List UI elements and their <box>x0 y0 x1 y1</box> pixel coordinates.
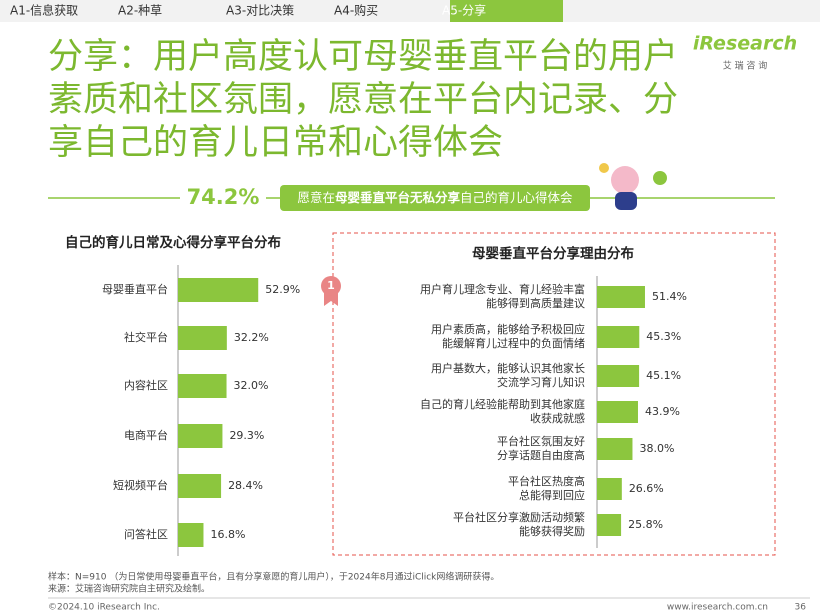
category-label: 母婴垂直平台 <box>102 282 168 296</box>
value-label: 43.9% <box>645 405 680 418</box>
value-label: 45.1% <box>646 369 681 382</box>
highlight-part: 愿意在 <box>297 190 335 205</box>
tab-bar <box>0 0 820 22</box>
highlight-value: 74.2% <box>187 185 260 209</box>
copyright: ©2024.10 iResearch Inc. <box>48 603 160 613</box>
category-line: 总能得到回应 <box>519 488 585 502</box>
value-label: 45.3% <box>646 330 681 343</box>
value-label: 38.0% <box>639 442 674 455</box>
category-label: 社交平台 <box>124 330 168 344</box>
bar <box>178 424 223 448</box>
bar <box>597 401 638 423</box>
category-label: 平台社区热度高总能得到回应 <box>508 474 585 502</box>
category-line: 用户素质高，能够给予积极回应 <box>431 322 585 336</box>
value-label: 32.2% <box>234 331 269 344</box>
logo-sub: 艾 瑞 咨 询 <box>723 60 768 72</box>
category-label: 平台社区氛围友好分享话题自由度高 <box>497 434 585 462</box>
bar <box>178 374 227 398</box>
tab: A1-信息获取 <box>10 3 78 18</box>
category-label: 用户素质高，能够给予积极回应能缓解育儿过程中的负面情绪 <box>431 322 585 350</box>
badge-number: 1 <box>327 279 335 292</box>
category-line: 自己的育儿经验能帮助到其他家庭 <box>420 397 585 411</box>
category-line: 用户育儿理念专业、育儿经验丰富 <box>420 282 585 296</box>
title-line: 享自己的育儿日常和心得体会 <box>48 123 503 163</box>
highlight-text: 愿意在母婴垂直平台无私分享自己的育儿心得体会 <box>297 190 573 205</box>
category-line: 能够得到高质量建议 <box>486 296 585 310</box>
chart-title: 自己的育儿日常及心得分享平台分布 <box>65 234 281 251</box>
category-line: 交流学习育儿知识 <box>497 375 585 389</box>
value-label: 52.9% <box>265 283 300 296</box>
category-label: 问答社区 <box>124 527 168 541</box>
category-line: 用户基数大，能够认识其他家长 <box>431 361 585 375</box>
bar <box>597 438 633 460</box>
tab: A3-对比决策 <box>226 4 294 18</box>
reason-box <box>332 232 776 556</box>
category-line: 收获成就感 <box>530 411 585 425</box>
highlight-pill <box>280 185 590 211</box>
category-line: 能够获得奖励 <box>519 524 585 538</box>
value-label: 26.6% <box>629 482 664 495</box>
bar <box>178 474 222 498</box>
page-number: 36 <box>795 603 807 613</box>
illustration <box>599 163 667 210</box>
category-line: 分享话题自由度高 <box>497 448 585 462</box>
footnote: 来源：艾瑞咨询研究院自主研究及绘制。 <box>48 583 210 595</box>
bar <box>597 286 645 308</box>
highlight-part: 自己的育儿心得体会 <box>460 190 573 205</box>
bar <box>178 326 227 350</box>
active-tab-bg <box>450 0 563 22</box>
bar <box>178 278 259 302</box>
footnote: 样本：N=910 （为日常使用母婴垂直平台，且有分享意愿的育儿用户），于2024… <box>48 571 499 583</box>
bar <box>597 514 622 536</box>
category-label: 内容社区 <box>124 378 168 392</box>
url: www.iresearch.com.cn <box>667 603 768 613</box>
bar <box>597 326 640 348</box>
category-label: 短视频平台 <box>113 478 168 492</box>
category-label: 平台社区分享激励活动频繁能够获得奖励 <box>453 510 585 538</box>
category-line: 平台社区热度高 <box>508 474 585 488</box>
value-label: 32.0% <box>234 379 269 392</box>
value-label: 16.8% <box>210 528 245 541</box>
logo: iResearch <box>693 33 797 55</box>
tab: A2-种草 <box>118 4 162 18</box>
bar <box>178 523 204 547</box>
tab: A4-购买 <box>334 3 378 18</box>
title-line: 分享：用户高度认可母婴垂直平台的用户 <box>48 37 678 77</box>
category-label: 用户育儿理念专业、育儿经验丰富能够得到高质量建议 <box>420 282 585 310</box>
bar <box>597 365 640 387</box>
badge: 1 <box>321 276 341 306</box>
value-label: 51.4% <box>652 290 687 303</box>
value-label: 29.3% <box>229 429 264 442</box>
category-line: 能缓解育儿过程中的负面情绪 <box>442 336 585 350</box>
title-line: 素质和社区氛围，愿意在平台内记录、分 <box>48 80 678 120</box>
category-label: 电商平台 <box>124 428 168 442</box>
bar <box>597 478 622 500</box>
category-line: 平台社区氛围友好 <box>497 434 585 448</box>
highlight-part: 母婴垂直平台无私分享 <box>335 190 461 205</box>
value-label: 25.8% <box>628 518 663 531</box>
category-label: 自己的育儿经验能帮助到其他家庭收获成就感 <box>420 397 585 425</box>
chart-title: 母婴垂直平台分享理由分布 <box>472 245 634 262</box>
category-line: 平台社区分享激励活动频繁 <box>453 510 585 524</box>
tab: A5-分享 <box>442 3 486 18</box>
value-label: 28.4% <box>228 479 263 492</box>
category-label: 用户基数大，能够认识其他家长交流学习育儿知识 <box>431 361 585 389</box>
